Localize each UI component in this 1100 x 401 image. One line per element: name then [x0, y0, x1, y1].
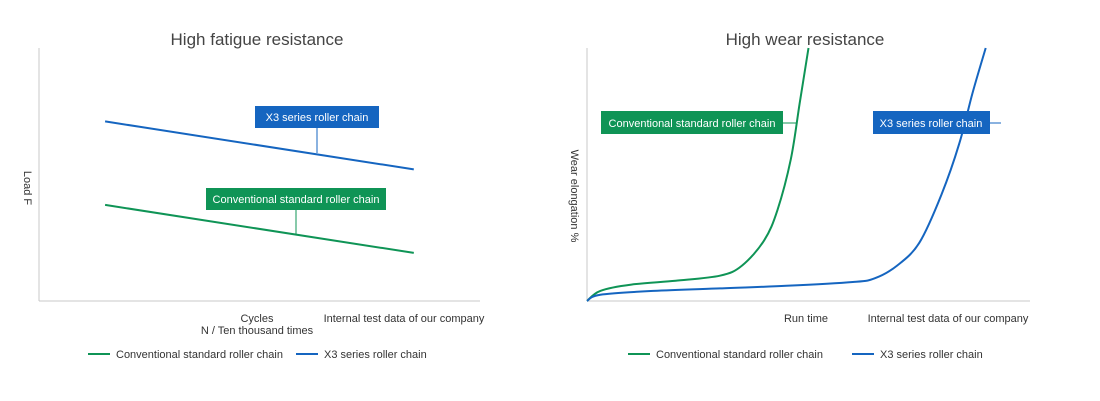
fatigue-series-line-conventional — [105, 205, 414, 253]
wear-source-note: Internal test data of our company — [868, 313, 1029, 325]
fatigue-legend: Conventional standard roller chain X3 se… — [88, 349, 427, 361]
fatigue-series-line-x3 — [105, 121, 414, 169]
wear-series-line-x3 — [587, 48, 986, 301]
fatigue-y-label: Load F — [21, 171, 33, 206]
fatigue-callout-x3: X3 series roller chain — [255, 106, 379, 153]
fatigue-chart-title: High fatigue resistance — [171, 30, 344, 49]
wear-callout-conventional-text: Conventional standard roller chain — [609, 118, 776, 130]
fatigue-legend-x3: X3 series roller chain — [324, 349, 427, 361]
wear-callout-x3-text: X3 series roller chain — [880, 118, 983, 130]
fatigue-callout-x3-text: X3 series roller chain — [266, 112, 369, 124]
wear-y-label: Wear elongation % — [568, 150, 580, 243]
fatigue-source-note: Internal test data of our company — [324, 313, 485, 325]
wear-legend-conventional: Conventional standard roller chain — [656, 349, 823, 361]
fatigue-x-sublabel: N / Ten thousand times — [201, 325, 314, 337]
wear-legend-x3: X3 series roller chain — [880, 349, 983, 361]
wear-chart-title: High wear resistance — [726, 30, 885, 49]
fatigue-callout-conventional: Conventional standard roller chain — [206, 188, 386, 234]
fatigue-chart: High fatigue resistance Load F Cycles N … — [21, 30, 485, 361]
fatigue-callout-conventional-text: Conventional standard roller chain — [213, 194, 380, 206]
wear-chart: High wear resistance Wear elongation % R… — [568, 30, 1030, 361]
wear-legend: Conventional standard roller chain X3 se… — [628, 349, 983, 361]
wear-series-line-conventional — [587, 48, 809, 301]
wear-callout-x3: X3 series roller chain — [873, 111, 1001, 134]
fatigue-x-label: Cycles — [240, 313, 274, 325]
fatigue-legend-conventional: Conventional standard roller chain — [116, 349, 283, 361]
wear-x-label: Run time — [784, 313, 828, 325]
wear-callout-conventional: Conventional standard roller chain — [601, 111, 797, 134]
